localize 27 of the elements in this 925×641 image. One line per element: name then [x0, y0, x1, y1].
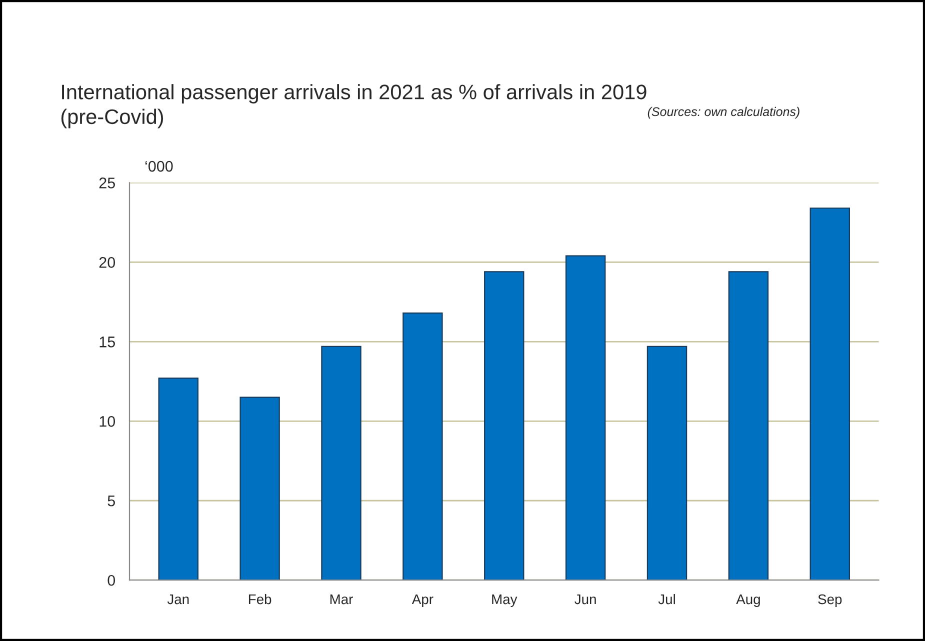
bar [810, 208, 850, 580]
chart-title: International passenger arrivals in 2021 as % of arrivals in 2019 (pre-Covid) [61, 84, 646, 128]
x-tick-label: Feb [248, 594, 272, 604]
y-tick-label: 15 [100, 336, 115, 348]
bar [240, 396, 280, 580]
bar [646, 346, 688, 580]
y-tick-label: 20 [99, 257, 116, 268]
bar [158, 378, 198, 580]
y-tick-label: 5 [108, 496, 115, 506]
bar [402, 312, 443, 580]
y-tick-label: 25 [99, 178, 115, 188]
bar [728, 271, 769, 580]
x-tick-label: Jan [167, 594, 189, 604]
x-tick-label: Apr [412, 594, 434, 607]
y-tick-label: 10 [100, 416, 116, 427]
x-tick-label: Jun [574, 594, 596, 604]
x-tick-label: Sep [818, 594, 842, 607]
bar [321, 346, 362, 580]
x-tick-label: Jul [658, 594, 675, 604]
x-tick-label: Mar [330, 594, 353, 604]
y-tick-label: 0 [108, 574, 116, 586]
bar [484, 271, 524, 580]
bar [565, 255, 606, 580]
y-axis-title: ‘000 [145, 160, 173, 172]
x-tick-label: May [492, 594, 518, 607]
text: (Sources: own calculations) [648, 106, 800, 119]
x-tick-label: Aug [736, 594, 760, 607]
